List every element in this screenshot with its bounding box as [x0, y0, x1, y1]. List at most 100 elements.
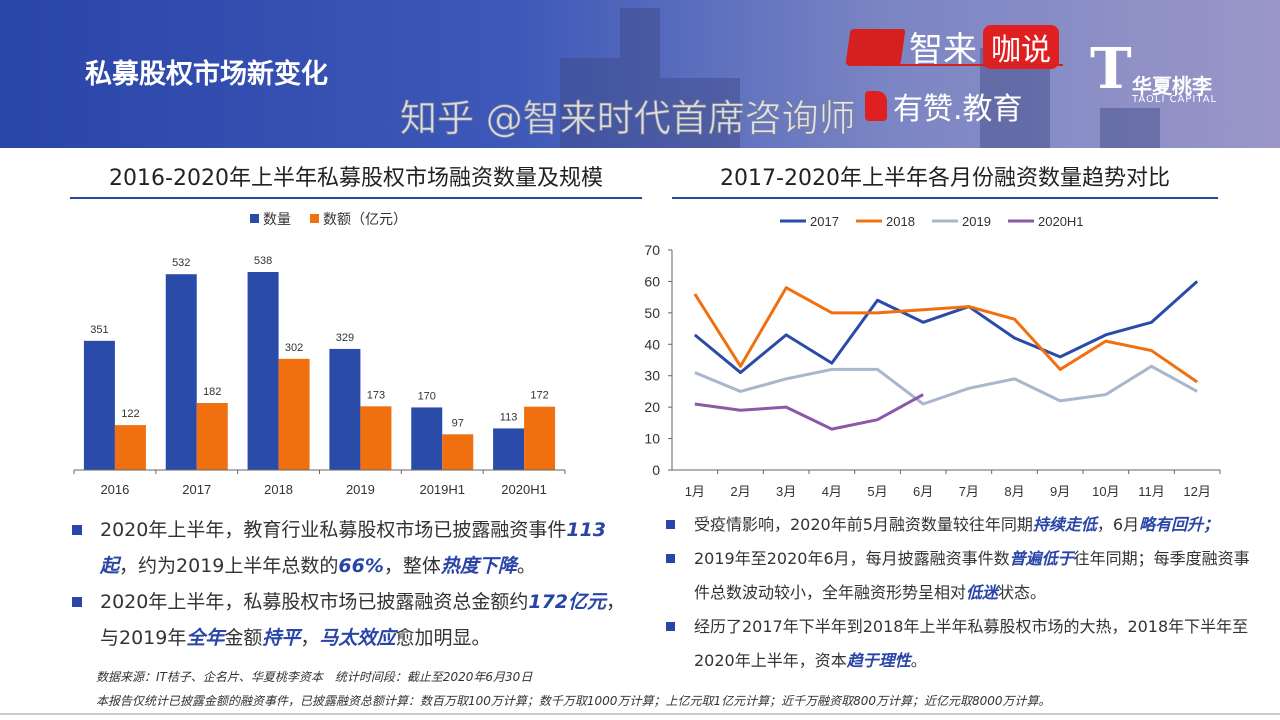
highlight-text: 持平 [262, 627, 301, 649]
bar [442, 434, 474, 470]
x-tick-label: 2016 [100, 482, 129, 497]
data-label: 351 [90, 324, 108, 336]
divider [0, 713, 1280, 715]
bullet-text: 金额 [224, 627, 263, 649]
x-tick-label: 2017 [182, 482, 211, 497]
bullet-text: ， [300, 627, 320, 649]
left-section-title: 2016-2020年上半年私募股权市场融资数量及规模 [109, 166, 603, 191]
youzan-logo: 有赞.教育 [865, 84, 1023, 128]
bullet-text: ，与2019年 [100, 591, 626, 649]
highlight-text: 172亿元 [528, 591, 607, 613]
bar [196, 403, 228, 470]
divider [70, 197, 642, 199]
data-label: 532 [172, 257, 190, 269]
data-label: 538 [254, 255, 272, 267]
divider [672, 197, 1218, 199]
y-tick-label: 0 [652, 462, 660, 478]
bar [329, 348, 361, 470]
y-tick-label: 50 [644, 305, 660, 321]
left-bullets: 2020年上半年，教育行业私募股权市场已披露融资事件113起，约为2019上半年… [70, 512, 640, 656]
x-tick-label: 11月 [1138, 484, 1165, 499]
bar [278, 358, 310, 470]
x-tick-label: 8月 [1004, 484, 1024, 499]
bullet-text: ，6月 [1096, 515, 1140, 534]
logo-text: 智来 [909, 30, 977, 70]
bar [165, 274, 197, 470]
x-tick-label: 2019 [346, 482, 375, 497]
logo-text: 有赞.教育 [893, 92, 1023, 127]
bullet-text: 。 [910, 651, 927, 670]
x-tick-label: 12月 [1183, 484, 1210, 499]
bar [411, 407, 443, 470]
legend-label: 2017 [810, 214, 839, 229]
x-tick-label: 9月 [1050, 484, 1070, 499]
bar [360, 406, 392, 470]
x-tick-label: 10月 [1092, 484, 1119, 499]
header-banner: 私募股权市场新变化 智来 咖说 有赞.教育 T 华夏桃李 TAOLI CAPIT… [0, 0, 1280, 148]
bullet-text: 2019年至2020年6月，每月披露融资事件数 [694, 549, 1010, 568]
x-tick-label: 5月 [867, 484, 887, 499]
legend-swatch [310, 214, 319, 223]
data-label: 97 [452, 417, 464, 429]
highlight-text: 低迷 [966, 583, 999, 602]
y-tick-label: 60 [644, 273, 660, 289]
x-tick-label: 2月 [730, 484, 750, 499]
legend-label: 2018 [886, 214, 915, 229]
bullet-text: 受疫情影响，2020年前5月融资数量较往年同期 [694, 515, 1033, 534]
legend-label: 2019 [962, 214, 991, 229]
x-tick-label: 3月 [776, 484, 796, 499]
page-title: 私募股权市场新变化 [85, 59, 328, 90]
divider [848, 64, 1063, 66]
highlight-text: 113起 [100, 519, 607, 577]
series-line-2018 [693, 286, 1199, 384]
highlight-text: 全年 [186, 627, 225, 649]
bullet-item: 2020年上半年，私募股权市场已披露融资总金额约172亿元，与2019年全年金额… [70, 584, 640, 656]
highlight-text: 持续走低 [1032, 515, 1097, 534]
data-label: 302 [285, 342, 303, 354]
bar [247, 272, 279, 470]
bullet-text: 状态。 [998, 583, 1047, 602]
x-tick-label: 2020H1 [501, 482, 547, 497]
zhilai-kashuo-logo: 智来 咖说 [845, 22, 1059, 71]
bullet-item: 2019年至2020年6月，每月披露融资事件数普遍低于往年同期；每季度融资事件总… [664, 542, 1254, 610]
bullet-item: 经历了2017年下半年到2018年上半年私募股权市场的大热，2018年下半年至2… [664, 610, 1254, 678]
x-tick-label: 7月 [959, 484, 979, 499]
legend-label: 2020H1 [1038, 214, 1084, 229]
y-tick-label: 20 [644, 399, 660, 415]
data-label: 170 [418, 390, 436, 402]
highlight-text: 普遍低于 [1009, 549, 1074, 568]
legend-swatch [250, 214, 259, 223]
data-label: 122 [121, 408, 139, 420]
x-tick-label: 1月 [685, 484, 705, 499]
x-tick-label: 6月 [913, 484, 933, 499]
right-bullets: 受疫情影响，2020年前5月融资数量较往年同期持续走低，6月略有回升； 2019年… [664, 508, 1254, 678]
series-line-2019 [694, 364, 1198, 406]
highlight-text: 趋于理性 [846, 651, 911, 670]
data-label: 172 [530, 390, 548, 402]
zhilai-m-icon [845, 28, 906, 65]
bullet-item: 2020年上半年，教育行业私募股权市场已披露融资事件113起，约为2019上半年… [70, 512, 640, 584]
logo-text: 华夏桃李 [1132, 74, 1212, 98]
highlight-text: 热度下降 [440, 555, 517, 577]
y-tick-label: 30 [644, 368, 660, 384]
series-line-2017 [693, 280, 1199, 375]
highlight-text: 66% [338, 555, 384, 577]
legend-label: 数量 [263, 211, 291, 227]
line-chart: 2017 2018 2019 2020H1 0 10 20 30 40 50 60 70 1月 2月 3月 4… [644, 214, 1221, 499]
data-label: 173 [367, 389, 385, 401]
highlight-text: 马太效应 [319, 627, 396, 649]
series-line-2020H1 [694, 393, 924, 431]
logo-text: 咖说 [983, 24, 1059, 69]
bar-chart: 数量 数额（亿元） 351 122 2016 532 182 2017 538 302 2018 32… [73, 211, 566, 497]
method-note: 本报告仅统计已披露金额的融资事件，已披露融资总额计算：数百万取100万计算；数千… [96, 694, 1051, 708]
bullet-text: 愈加明显。 [395, 627, 491, 649]
bar [83, 340, 115, 470]
bullet-item: 受疫情影响，2020年前5月融资数量较往年同期持续走低，6月略有回升； [664, 508, 1254, 542]
x-tick-label: 4月 [822, 484, 842, 499]
y-tick-label: 40 [644, 336, 660, 352]
bullet-text: 经历了2017年下半年到2018年上半年私募股权市场的大热，2018年下半年至2… [694, 617, 1249, 670]
bullet-text: 往年同期；每季度融资事件总数波动较小，全年融资形势呈相对 [694, 549, 1250, 602]
bullet-text: 2020年上半年，教育行业私募股权市场已披露融资事件 [100, 519, 567, 541]
y-tick-label: 70 [644, 242, 660, 258]
bullet-text: ，整体 [383, 555, 441, 577]
